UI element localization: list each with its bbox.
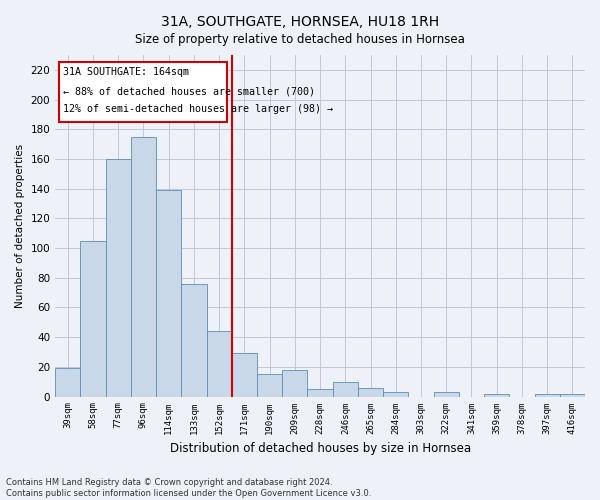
Bar [383, 392, 409, 396]
Y-axis label: Number of detached properties: Number of detached properties [15, 144, 25, 308]
Bar [560, 394, 585, 396]
Bar [434, 392, 459, 396]
Bar [80, 240, 106, 396]
Text: 12% of semi-detached houses are larger (98) →: 12% of semi-detached houses are larger (… [63, 104, 333, 114]
Bar [181, 284, 206, 397]
Bar [307, 389, 332, 396]
Text: Size of property relative to detached houses in Hornsea: Size of property relative to detached ho… [135, 32, 465, 46]
Bar [535, 394, 560, 396]
Bar [484, 394, 509, 396]
Bar [332, 382, 358, 396]
Bar [106, 159, 131, 396]
Bar [257, 374, 282, 396]
Text: 31A, SOUTHGATE, HORNSEA, HU18 1RH: 31A, SOUTHGATE, HORNSEA, HU18 1RH [161, 15, 439, 29]
Bar [282, 370, 307, 396]
Bar [206, 331, 232, 396]
X-axis label: Distribution of detached houses by size in Hornsea: Distribution of detached houses by size … [170, 442, 470, 455]
Bar [232, 354, 257, 397]
Text: Contains HM Land Registry data © Crown copyright and database right 2024.
Contai: Contains HM Land Registry data © Crown c… [6, 478, 371, 498]
Text: 31A SOUTHGATE: 164sqm: 31A SOUTHGATE: 164sqm [63, 67, 189, 77]
Bar [131, 136, 156, 396]
Bar [156, 190, 181, 396]
FancyBboxPatch shape [59, 62, 227, 122]
Text: ← 88% of detached houses are smaller (700): ← 88% of detached houses are smaller (70… [63, 86, 315, 96]
Bar [358, 388, 383, 396]
Bar [55, 368, 80, 396]
